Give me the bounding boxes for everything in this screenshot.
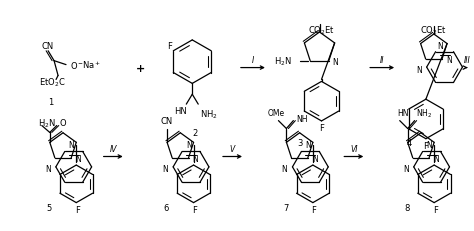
Text: N: N [192,155,198,164]
Text: H$_2$N: H$_2$N [274,55,292,67]
Text: CN: CN [42,42,54,51]
Text: Na$^+$: Na$^+$ [82,60,101,71]
Text: 8: 8 [404,204,410,213]
Text: F: F [75,205,80,214]
Text: HN: HN [174,106,187,115]
Text: N: N [433,155,439,164]
Text: F: F [423,142,428,150]
Text: N: N [312,155,318,164]
Text: N: N [186,140,191,149]
Text: III: III [464,55,471,64]
Text: IV: IV [109,144,117,153]
Text: N: N [69,140,74,149]
Text: 5: 5 [46,204,52,213]
Text: N: N [75,155,81,164]
Text: N: N [438,42,443,51]
Text: O$^-$: O$^-$ [70,60,84,71]
Text: N: N [305,140,311,149]
Text: N: N [416,65,422,74]
Text: F: F [433,205,438,214]
Text: N: N [446,55,452,64]
Text: II: II [380,55,384,64]
Text: 4: 4 [406,139,411,148]
Text: CO$_2$Et: CO$_2$Et [308,25,335,37]
Text: VI: VI [350,144,357,153]
Text: F: F [167,42,172,51]
Text: NH$_2$: NH$_2$ [200,108,218,121]
Text: HN: HN [397,109,409,118]
Text: CO$_2$Et: CO$_2$Et [420,25,447,37]
Text: N: N [403,165,409,173]
Text: V: V [230,144,235,153]
Text: 3: 3 [297,139,302,148]
Text: 1: 1 [48,97,54,106]
Text: EtO$_2$C: EtO$_2$C [39,76,65,88]
Text: 6: 6 [164,204,169,213]
Text: F: F [319,124,324,133]
Text: F: F [192,205,197,214]
Text: O: O [60,119,66,128]
Text: H$_2$N: H$_2$N [38,117,56,129]
Text: OMe: OMe [268,109,285,118]
Text: N: N [163,165,168,173]
Text: NH: NH [296,115,308,124]
Text: N: N [427,140,432,149]
Text: NH$_2$: NH$_2$ [416,107,432,119]
Text: I: I [252,55,254,64]
Text: N: N [332,58,337,67]
Text: CN: CN [161,117,173,126]
Text: +: + [136,63,145,73]
Text: F: F [311,205,316,214]
Text: N: N [282,165,287,173]
Text: 2: 2 [192,129,198,138]
Text: 7: 7 [283,204,288,213]
Text: N: N [45,165,51,173]
